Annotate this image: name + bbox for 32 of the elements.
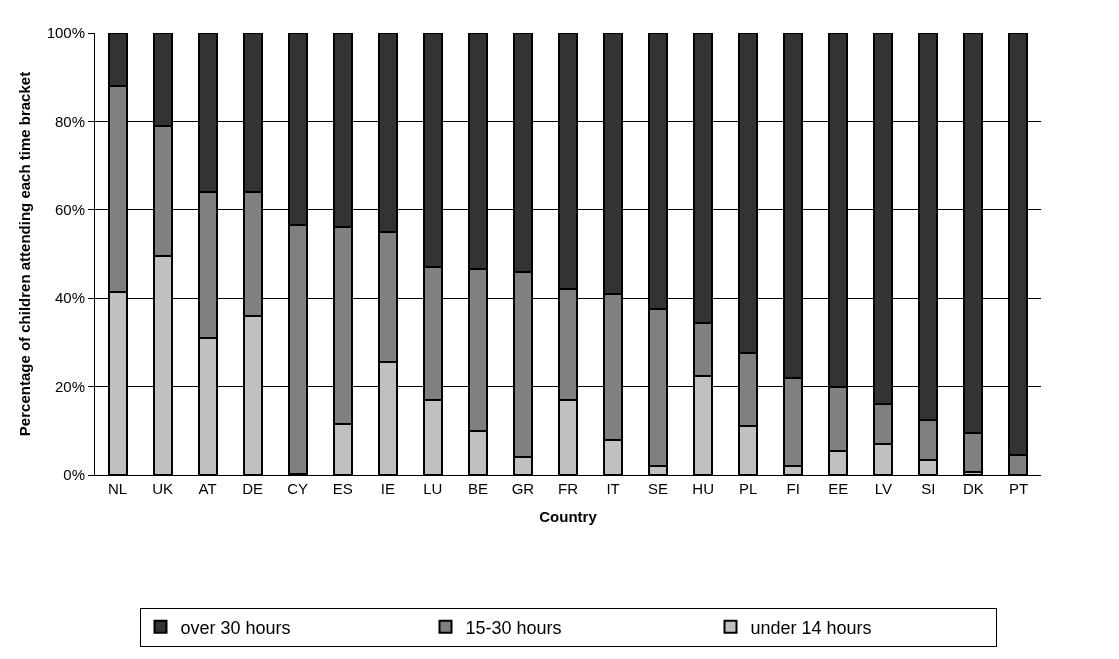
x-tick-label: SI: [921, 480, 936, 497]
x-tick-label: HU: [692, 480, 714, 497]
legend-label: over 30 hours: [180, 617, 291, 638]
x-tick-label: AT: [198, 480, 217, 497]
x-tick-label: DK: [963, 480, 984, 497]
x-tick-label: PL: [739, 480, 758, 497]
y-tick-label: 40%: [54, 289, 85, 307]
y-tick-label: 0%: [63, 466, 85, 484]
x-tick-label: EE: [828, 480, 849, 497]
y-tick-label: 20%: [54, 377, 85, 395]
x-tick-label: PT: [1008, 480, 1029, 497]
y-tick-label: 80%: [54, 112, 85, 130]
x-tick-label: FR: [558, 480, 579, 497]
x-tick-label: DE: [242, 480, 264, 497]
x-tick-label: ES: [332, 480, 353, 497]
x-tick-label: CY: [287, 480, 309, 497]
x-tick-label: IE: [380, 480, 395, 497]
x-tick-label: NL: [107, 480, 128, 497]
x-tick-label: UK: [152, 480, 173, 497]
y-tick-label: 60%: [54, 201, 85, 219]
x-tick-label: LU: [423, 480, 443, 497]
x-tick-label: IT: [606, 480, 620, 497]
x-tick-label: LV: [874, 480, 892, 497]
x-tick-label: BE: [467, 480, 488, 497]
x-tick-label: SE: [648, 480, 669, 497]
x-axis-title: Country: [539, 508, 598, 525]
y-axis-title: Percentage of children attending each time bracket: [15, 71, 33, 437]
legend-label: 15-30 hours: [465, 617, 562, 638]
x-tick-label: FI: [786, 480, 800, 497]
x-tick-label: GR: [511, 480, 535, 497]
y-tick-label: 100%: [46, 24, 85, 42]
legend-label: under 14 hours: [750, 617, 872, 638]
